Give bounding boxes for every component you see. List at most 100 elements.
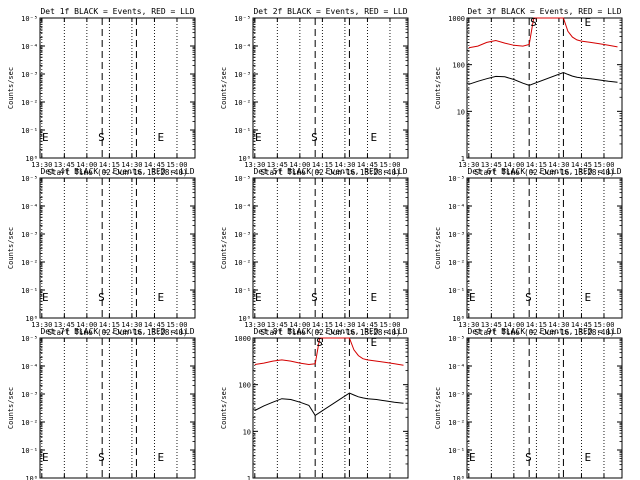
plot-frame (466, 17, 623, 159)
x-tick-label: 15:00 (379, 161, 400, 169)
x-axis-label: Start Time (02-Jun-16 13:28:40) (261, 168, 401, 177)
panel-title: Det 9f BLACK = Events, RED = LLD (467, 327, 621, 336)
y-tick-label: 10⁻⁵ (448, 175, 465, 183)
y-tick-label: 10⁻¹ (448, 447, 465, 455)
y-tick-label: 10⁻⁵ (448, 335, 465, 343)
left-end-flag: E (469, 451, 476, 464)
x-tick-label: 14:45 (144, 321, 165, 329)
y-tick-label: 10⁰ (238, 315, 251, 323)
y-axis-label: Counts/sec (220, 387, 228, 429)
y-tick-label: 10⁰ (452, 475, 465, 480)
x-axis-label: Start Time (02-Jun-16 13:28:40) (48, 168, 188, 177)
y-tick-label: 10⁻² (448, 419, 465, 427)
panel-3: Det 3f BLACK = Events, RED = LLD 13:30 13:… (434, 7, 623, 177)
start-flag: S (316, 336, 323, 349)
start-flag: S (98, 131, 105, 144)
x-tick-label: 14:30 (121, 321, 142, 329)
end-flag: E (584, 451, 591, 464)
y-tick-label: 10⁻⁵ (234, 175, 251, 183)
start-flag: S (525, 451, 532, 464)
x-tick-label: 14:00 (503, 321, 524, 329)
y-tick-label: 10⁻¹ (234, 287, 251, 295)
y-tick-label: 1000 (448, 15, 465, 23)
y-tick-label: 10⁻¹ (21, 287, 38, 295)
x-axis-label: Start Time (02-Jun-16 13:28:40) (475, 328, 615, 337)
y-tick-label: 10⁻² (21, 259, 38, 267)
events-series-line (468, 71, 618, 86)
x-tick-label: 15:00 (166, 321, 187, 329)
plot-frame (39, 177, 196, 319)
panel-4: Det 4f BLACK = Events, RED = LLD 13:30 13:… (7, 167, 196, 337)
plot-frame (466, 177, 623, 319)
x-tick-label: 15:00 (379, 321, 400, 329)
end-flag: E (370, 336, 377, 349)
y-tick-label: 10⁰ (238, 155, 251, 163)
y-axis-label: Counts/sec (434, 227, 442, 269)
start-flag: S (525, 291, 532, 304)
y-tick-label: 10⁰ (452, 315, 465, 323)
x-axis-label: Start Time (02-Jun-16 13:28:40) (48, 328, 188, 337)
left-end-flag: E (42, 291, 49, 304)
y-tick-label: 10⁻⁴ (21, 363, 38, 371)
x-tick-label: 14:15 (526, 161, 547, 169)
panel-title: Det 3f BLACK = Events, RED = LLD (467, 7, 621, 16)
x-tick-label: 13:30 (458, 161, 479, 169)
y-tick-label: 10⁻² (21, 419, 38, 427)
x-tick-label: 14:15 (312, 161, 333, 169)
panel-title: Det 6f BLACK = Events, RED = LLD (467, 167, 621, 176)
y-tick-label: 10⁻⁵ (21, 335, 38, 343)
y-tick-label: 1 (461, 155, 465, 163)
panel-8: Det 8f BLACK = Events, RED = LLD13:3013:… (220, 327, 409, 480)
plot-frame (252, 17, 409, 159)
panel-7: Det 7f BLACK = Events, RED = LLD13:3013:… (7, 327, 196, 480)
x-tick-label: 13:30 (31, 161, 52, 169)
end-flag: E (584, 291, 591, 304)
y-tick-label: 100 (238, 382, 251, 390)
panel-1: Det 1f BLACK = Events, RED = LLD 13:30 13:… (7, 7, 196, 177)
x-axis-label: Start Time (02-Jun-16 13:28:40) (475, 168, 615, 177)
x-tick-label: 13:30 (244, 161, 265, 169)
plot-frame (252, 177, 409, 319)
left-end-flag: E (42, 451, 49, 464)
plot-frame (466, 337, 623, 479)
panel-title: Det 5f BLACK = Events, RED = LLD (253, 167, 407, 176)
panel-5: Det 5f BLACK = Events, RED = LLD 13:30 13:… (220, 167, 409, 337)
y-tick-label: 10⁻⁵ (21, 175, 38, 183)
x-tick-label: 14:30 (121, 161, 142, 169)
y-tick-label: 10⁻⁴ (21, 43, 38, 51)
panel-title: Det 7f BLACK = Events, RED = LLD (40, 327, 194, 336)
y-tick-label: 100 (452, 62, 465, 70)
panel-6: Det 6f BLACK = Events, RED = LLD 13:30 13:… (434, 167, 623, 337)
end-flag: E (157, 291, 164, 304)
left-end-flag: E (255, 291, 262, 304)
end-flag: E (584, 16, 591, 29)
x-tick-label: 13:45 (267, 321, 288, 329)
x-tick-label: 13:45 (481, 161, 502, 169)
x-tick-label: 14:00 (289, 321, 310, 329)
plot-frame (39, 337, 196, 479)
start-flag: S (98, 291, 105, 304)
x-tick-label: 15:00 (593, 321, 614, 329)
y-axis-label: Counts/sec (220, 227, 228, 269)
y-tick-label: 10⁻¹ (448, 287, 465, 295)
panel-title: Det 2f BLACK = Events, RED = LLD (253, 7, 407, 16)
plot-frame (252, 337, 409, 479)
y-tick-label: 10⁻⁴ (234, 203, 251, 211)
start-flag: S (311, 291, 318, 304)
left-end-flag: E (255, 131, 262, 144)
y-tick-label: 10⁻⁴ (21, 203, 38, 211)
y-tick-label: 1 (247, 475, 251, 480)
x-tick-label: 14:15 (526, 321, 547, 329)
y-tick-label: 10⁻² (234, 259, 251, 267)
panel-title: Det 8f BLACK = Events, RED = LLD (253, 327, 407, 336)
x-tick-label: 14:00 (76, 161, 97, 169)
y-axis-label: Counts/sec (7, 387, 15, 429)
y-tick-label: 10⁻² (234, 99, 251, 107)
x-tick-label: 15:00 (593, 161, 614, 169)
y-axis-label: Counts/sec (434, 67, 442, 109)
y-tick-label: 10⁻¹ (21, 127, 38, 135)
lld-series-line (468, 17, 618, 49)
start-flag: S (311, 131, 318, 144)
start-flag: S (530, 16, 537, 29)
